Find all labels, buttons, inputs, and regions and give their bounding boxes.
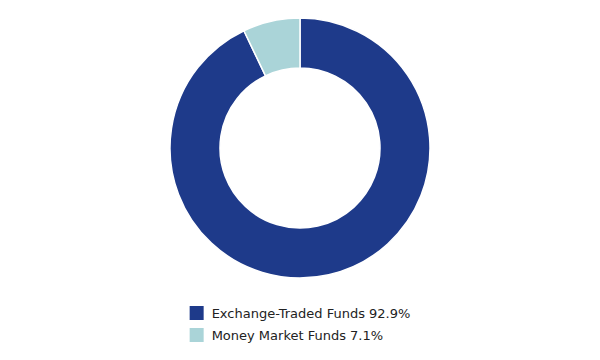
slices [170, 18, 430, 278]
chart: Exchange-Traded Funds 92.9% Money Market … [0, 0, 600, 360]
legend: Exchange-Traded Funds 92.9% Money Market … [190, 306, 411, 343]
legend-label: Money Market Funds 7.1% [212, 328, 383, 343]
legend-label: Exchange-Traded Funds 92.9% [212, 306, 411, 321]
legend-swatch [190, 306, 204, 320]
legend-swatch [190, 328, 204, 342]
slice [244, 18, 300, 76]
slice [170, 18, 430, 278]
